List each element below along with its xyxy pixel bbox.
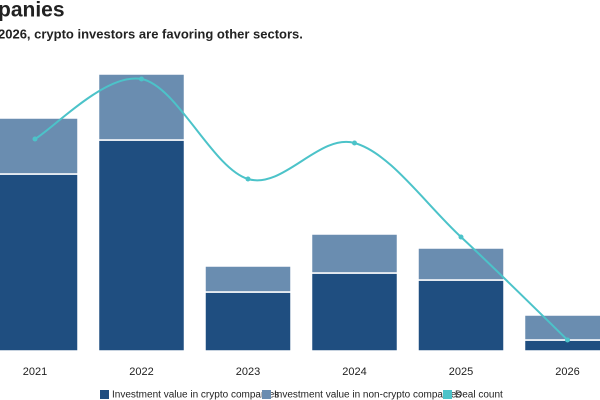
chart-title: panies: [0, 0, 65, 22]
deal-point: [352, 140, 357, 146]
bar-segment: [0, 173, 79, 352]
deal-point: [139, 76, 144, 82]
bar-segment: [310, 233, 399, 274]
x-tick-label: 2024: [342, 366, 366, 378]
chart-subtitle: 2026, crypto investors are favoring othe…: [0, 26, 303, 41]
bar-segment: [97, 139, 186, 352]
bar-segment: [204, 265, 292, 293]
legend-label: Investment value in non-crypto companies: [274, 390, 461, 400]
x-tick-label: 2021: [23, 366, 47, 378]
legend-label: Deal count: [455, 390, 503, 400]
deal-point: [32, 136, 38, 142]
deal-point: [458, 234, 464, 240]
x-tick-label: 2025: [449, 366, 473, 378]
x-tick-label: 2026: [555, 366, 579, 378]
legend-swatch: [262, 390, 271, 399]
deal-point: [245, 176, 251, 182]
bar-segment: [0, 117, 79, 175]
x-tick-label: 2023: [236, 366, 260, 378]
legend-swatch: [100, 390, 109, 399]
legend-swatch: [443, 390, 452, 399]
legend-label: Investment value in crypto companies: [112, 390, 279, 400]
deal-line: [34, 77, 569, 341]
bar-segment: [417, 247, 505, 281]
bar-segment: [523, 339, 600, 352]
deal-point: [565, 337, 570, 343]
bar-segment: [310, 272, 399, 352]
bar-segment: [417, 279, 505, 352]
bar-segment: [204, 291, 292, 352]
x-tick-label: 2022: [129, 366, 153, 378]
